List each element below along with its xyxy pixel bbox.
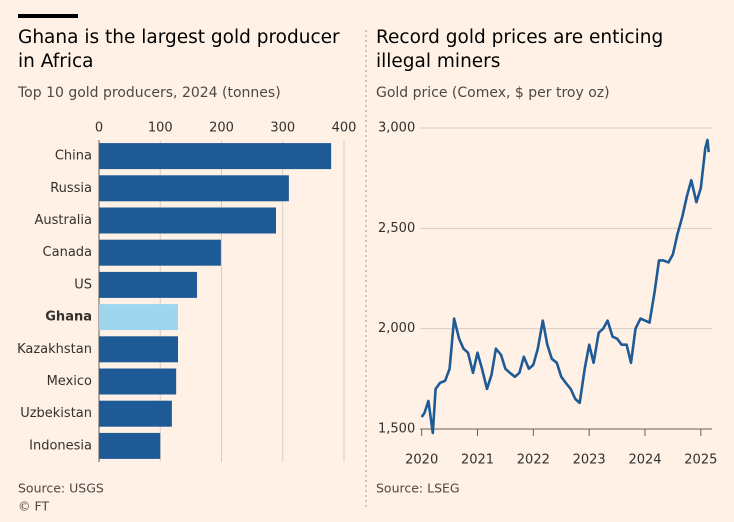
y-tick-label: Indonesia <box>29 438 92 453</box>
x-tick-label: 300 <box>270 121 295 136</box>
y-tick-label: 3,000 <box>378 121 415 136</box>
y-tick-label: US <box>74 277 92 292</box>
source: Source: LSEG <box>376 481 460 496</box>
chart-title: Ghana is the largest gold producer in Afr… <box>18 27 340 72</box>
bar <box>99 271 197 298</box>
y-tick-label: Uzbekistan <box>20 406 92 421</box>
y-tick-label: 2,000 <box>378 321 415 336</box>
bar <box>99 207 277 234</box>
line-series <box>420 138 710 435</box>
chart-subtitle: Gold price (Comex, $ per troy oz) <box>376 85 610 101</box>
y-tick-label: Mexico <box>47 374 92 389</box>
source: Source: USGS <box>18 481 104 496</box>
bar <box>99 368 177 395</box>
y-tick-label: Russia <box>50 181 92 196</box>
x-tick-label: 2024 <box>628 453 661 468</box>
bar <box>99 143 332 170</box>
y-tick-label: China <box>55 149 92 164</box>
bar <box>99 432 161 459</box>
x-tick-label: 2023 <box>573 453 606 468</box>
bar <box>99 175 289 202</box>
bar <box>99 400 172 427</box>
y-tick-label: 2,500 <box>378 221 415 236</box>
y-tick-label: 1,500 <box>378 422 415 437</box>
y-tick-label: Kazakhstan <box>17 342 92 357</box>
x-tick-label: 100 <box>148 121 173 136</box>
x-tick-label: 2020 <box>405 453 438 468</box>
bar <box>99 304 179 331</box>
chart-subtitle: Top 10 gold producers, 2024 (tonnes) <box>17 85 281 101</box>
chart-title: Record gold prices are enticing illegal m… <box>376 27 663 72</box>
x-tick-label: 2021 <box>461 453 494 468</box>
bar <box>99 239 221 266</box>
x-tick-label: 200 <box>209 121 234 136</box>
bar <box>99 336 179 363</box>
x-tick-label: 0 <box>95 121 103 136</box>
credit: © FT <box>18 499 49 514</box>
x-tick-label: 400 <box>332 121 357 136</box>
y-tick-label: Ghana <box>45 310 92 325</box>
header-bar <box>18 14 78 18</box>
y-tick-label: Australia <box>34 213 92 228</box>
x-tick-label: 2022 <box>517 453 550 468</box>
x-tick-label: 2025 <box>684 453 717 468</box>
y-tick-label: Canada <box>43 245 92 260</box>
